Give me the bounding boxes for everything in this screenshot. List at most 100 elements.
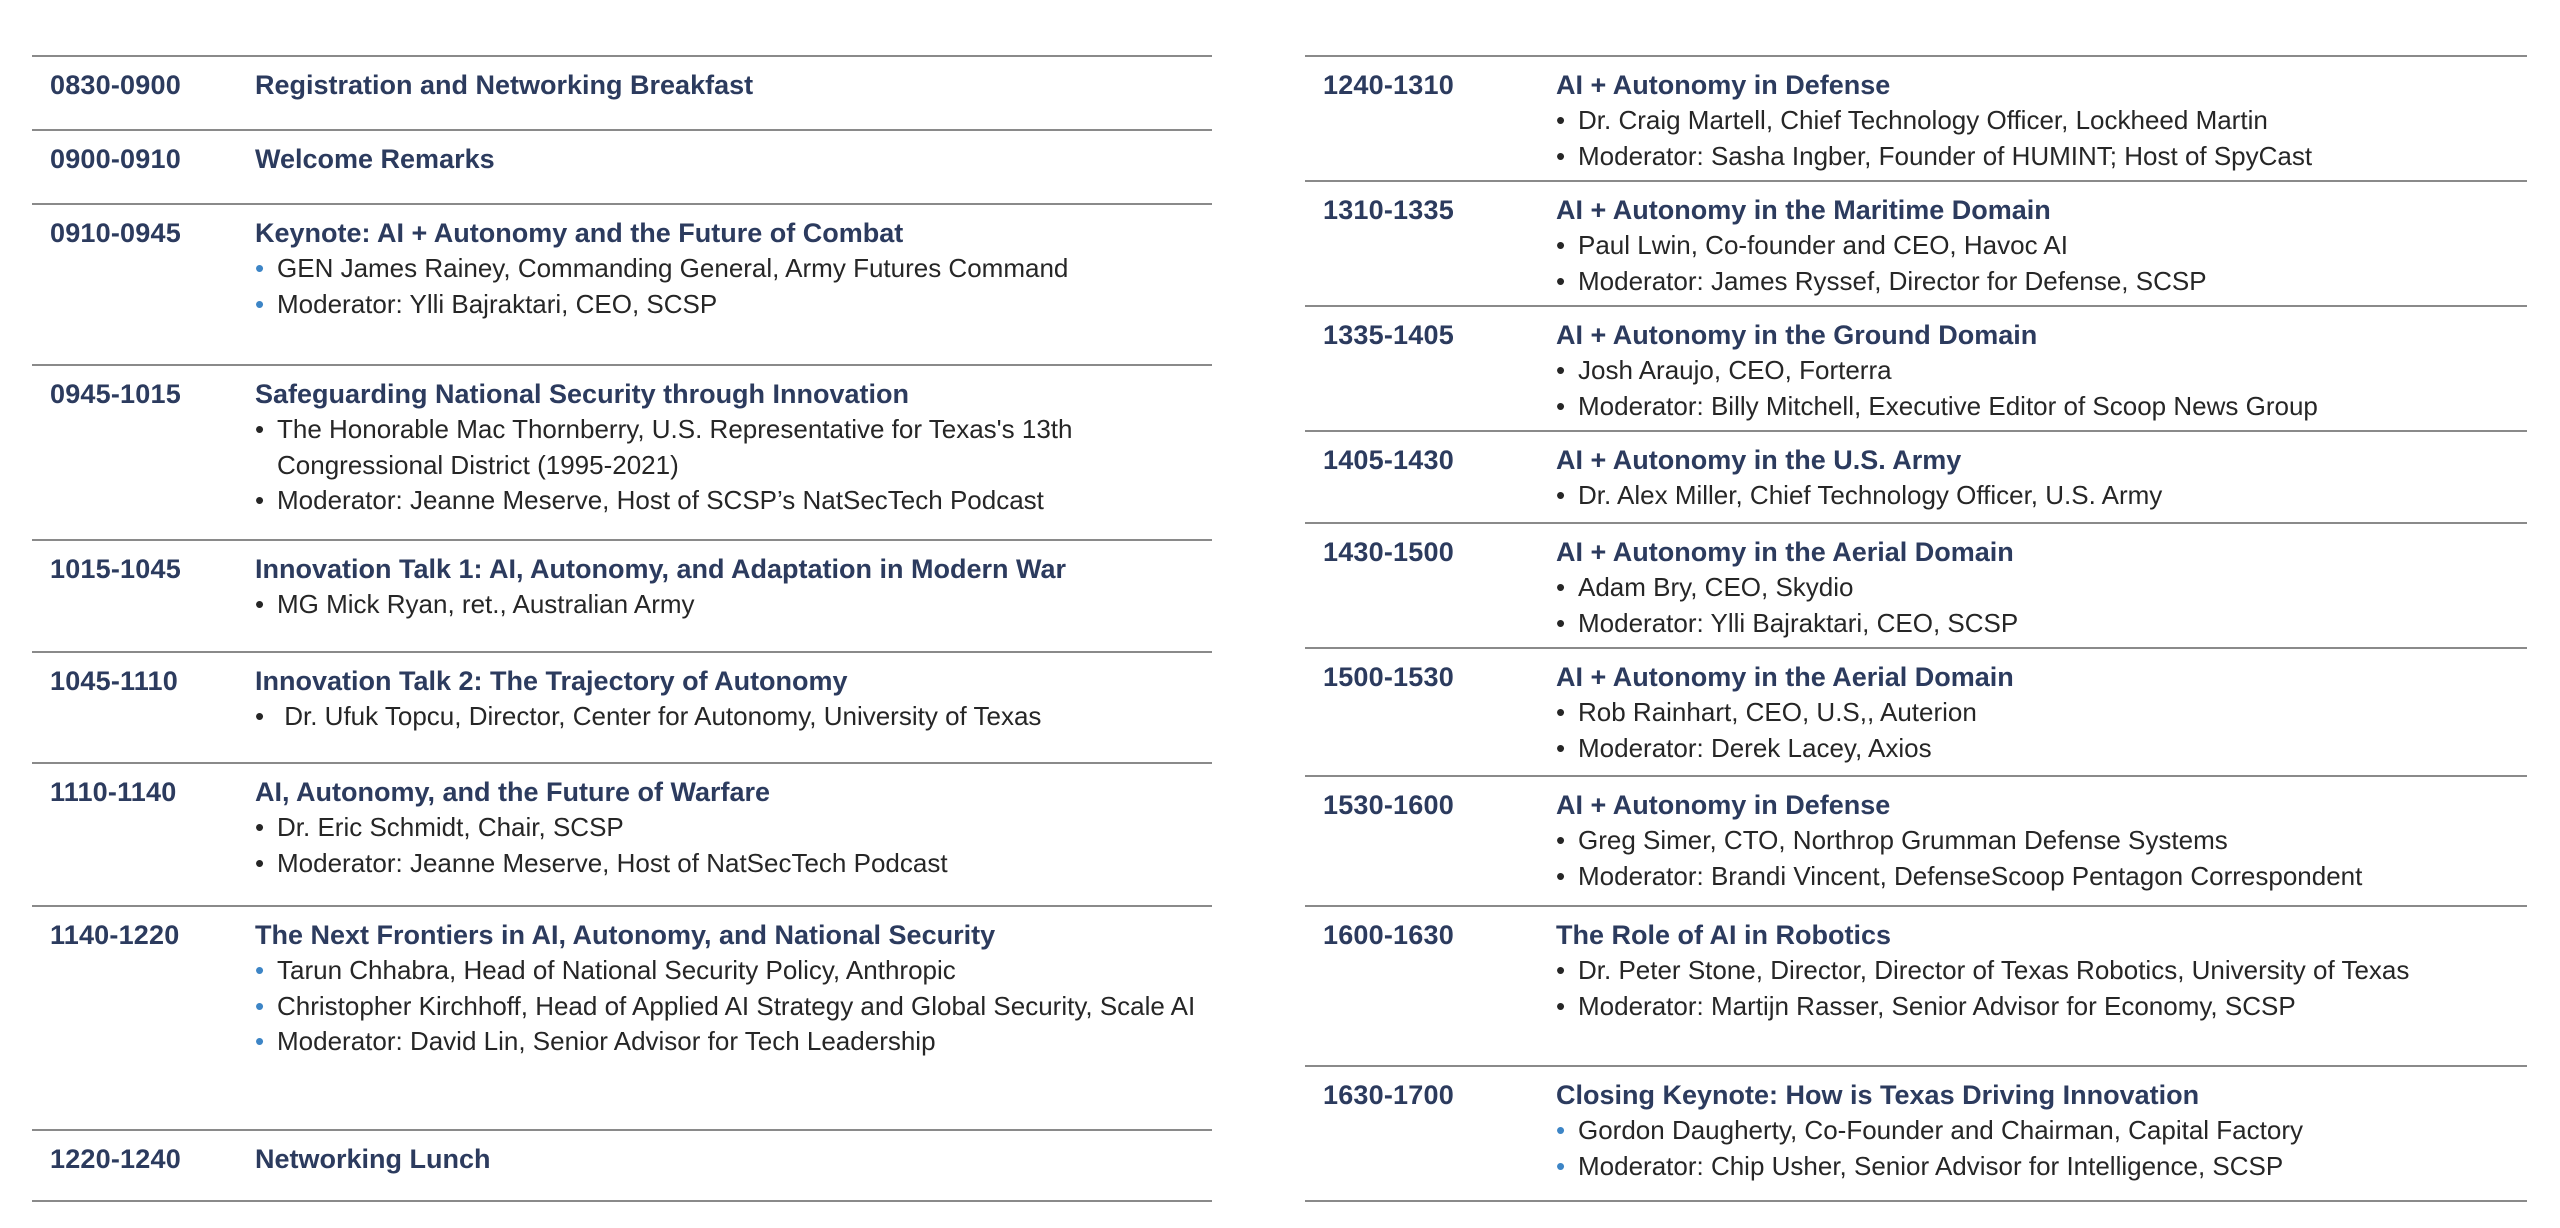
session-time: 0900-0910 — [50, 144, 181, 174]
agenda-session: 1405-1430 AI + Autonomy in the U.S. Army •… — [1305, 430, 2527, 522]
agenda-session: 0830-0900 Registration and Networking Bre… — [32, 55, 1212, 129]
session-time: 1405-1430 — [1323, 445, 1454, 475]
session-time: 0945-1015 — [50, 379, 181, 409]
bullet-icon: • — [255, 253, 265, 283]
speaker-list: • Dr. Eric Schmidt, Chair, SCSP • Moderator… — [255, 810, 1212, 881]
session-time: 1140-1220 — [50, 920, 180, 950]
speaker-text: Gordon Daugherty, Co-Founder and Chairma… — [1578, 1115, 2303, 1145]
speaker-item: • Moderator: Martijn Rasser, Senior Advis… — [1556, 989, 2527, 1025]
speaker-item: • Dr. Alex Miller, Chief Technology Offic… — [1556, 478, 2527, 514]
speaker-text: Moderator: Ylli Bajraktari, CEO, SCSP — [1578, 607, 2019, 638]
agenda-session: 1110-1140 AI, Autonomy, and the Future of… — [32, 762, 1212, 905]
bullet-icon: • — [255, 701, 265, 731]
session-time: 0830-0900 — [50, 70, 181, 100]
speaker-list: • Dr. Ufuk Topcu, Director, Center for A… — [255, 699, 1212, 735]
speaker-list: • Greg Simer, CTO, Northrop Grumman Defen… — [1556, 823, 2527, 894]
bullet-icon: • — [1556, 860, 1566, 891]
session-time: 1500-1530 — [1323, 662, 1454, 692]
session-title: Innovation Talk 2: The Trajectory of Aut… — [255, 666, 848, 696]
session-title: Innovation Talk 1: AI, Autonomy, and Ada… — [255, 554, 1066, 584]
session-time: 1240-1310 — [1323, 70, 1454, 100]
agenda-session: 1600-1630 The Role of AI in Robotics • Dr. … — [1305, 905, 2527, 1065]
agenda-session: 1220-1240 Networking Lunch — [32, 1129, 1212, 1202]
session-time: 1600-1630 — [1323, 920, 1454, 950]
speaker-list: • Dr. Peter Stone, Director, Director of … — [1556, 953, 2527, 1024]
speaker-text: Moderator: Derek Lacey, Axios — [1578, 732, 1932, 763]
speaker-item: • Moderator: Jeanne Meserve, Host of SCSP… — [255, 483, 1212, 519]
session-title: Safeguarding National Security through I… — [255, 379, 910, 409]
session-content: Safeguarding National Security through I… — [255, 366, 1212, 539]
speaker-list: • MG Mick Ryan, ret., Australian Army — [255, 587, 1212, 623]
speaker-item: • Dr. Craig Martell, Chief Technology Off… — [1556, 103, 2527, 139]
speaker-text: Moderator: Jeanne Meserve, Host of SCSP’… — [277, 485, 1044, 515]
speaker-text: Moderator: Martijn Rasser, Senior Adviso… — [1578, 990, 2296, 1021]
speaker-list: • Dr. Craig Martell, Chief Technology Off… — [1556, 103, 2527, 174]
bullet-icon: • — [1556, 480, 1566, 510]
bullet-icon: • — [1556, 230, 1566, 260]
speaker-item: • Moderator: Derek Lacey, Axios — [1556, 731, 2527, 767]
speaker-text: Moderator: Brandi Vincent, DefenseScoop … — [1578, 860, 2363, 891]
agenda-session: 1140-1220 The Next Frontiers in AI, Auton… — [32, 905, 1212, 1129]
bullet-icon: • — [255, 485, 265, 515]
session-content: Networking Lunch — [255, 1131, 1212, 1200]
bullet-icon: • — [255, 847, 265, 878]
session-time: 1335-1405 — [1323, 320, 1454, 350]
speaker-text: Moderator: Chip Usher, Senior Advisor fo… — [1578, 1150, 2284, 1181]
speaker-text: Dr. Eric Schmidt, Chair, SCSP — [277, 812, 624, 842]
bullet-icon: • — [1556, 990, 1566, 1021]
speaker-item: • Moderator: Billy Mitchell, Executive Ed… — [1556, 389, 2527, 425]
session-time: 0910-0945 — [50, 218, 181, 248]
session-title: AI + Autonomy in the Ground Domain — [1556, 320, 2038, 350]
agenda-session: 0900-0910 Welcome Remarks — [32, 129, 1212, 203]
session-title: AI + Autonomy in the Maritime Domain — [1556, 195, 2051, 225]
session-content: Innovation Talk 2: The Trajectory of Aut… — [255, 653, 1212, 762]
agenda-session: 1045-1110 Innovation Talk 2: The Trajecto… — [32, 651, 1212, 762]
speaker-item: • Tarun Chhabra, Head of National Securit… — [255, 953, 1212, 989]
session-content: AI + Autonomy in the Aerial Domain • Adam … — [1556, 524, 2527, 647]
speaker-list: • Adam Bry, CEO, Skydio • Moderator: Ylli B… — [1556, 570, 2527, 641]
session-title: The Next Frontiers in AI, Autonomy, and … — [255, 920, 996, 950]
speaker-item: • Paul Lwin, Co-founder and CEO, Havoc AI — [1556, 228, 2527, 264]
speaker-text: Moderator: Billy Mitchell, Executive Edi… — [1578, 390, 2318, 421]
speaker-item: • Moderator: James Ryssef, Director for D… — [1556, 264, 2527, 300]
speaker-item: • Moderator: Ylli Bajraktari, CEO, SCSP — [255, 287, 1212, 323]
bullet-icon: • — [1556, 697, 1566, 727]
speaker-text: Christopher Kirchhoff, Head of Applied A… — [277, 990, 1196, 1021]
speaker-text: Adam Bry, CEO, Skydio — [1578, 572, 1854, 602]
session-time: 1220-1240 — [50, 1144, 181, 1174]
session-title: AI + Autonomy in the Aerial Domain — [1556, 537, 2014, 567]
session-content: The Role of AI in Robotics • Dr. Peter Sto… — [1556, 907, 2527, 1065]
speaker-text: Tarun Chhabra, Head of National Security… — [277, 955, 956, 985]
agenda-session: 1310-1335 AI + Autonomy in the Maritime D… — [1305, 180, 2527, 305]
bullet-icon: • — [1556, 1150, 1566, 1181]
speaker-item: • Moderator: Jeanne Meserve, Host of NatS… — [255, 846, 1212, 882]
bullet-icon: • — [255, 1026, 265, 1056]
bullet-icon: • — [1556, 140, 1566, 171]
speaker-text: Dr. Ufuk Topcu, Director, Center for Aut… — [277, 701, 1042, 731]
session-title: AI + Autonomy in the U.S. Army — [1556, 445, 1962, 475]
speaker-text: Moderator: David Lin, Senior Advisor for… — [277, 1026, 936, 1056]
session-content: Innovation Talk 1: AI, Autonomy, and Ada… — [255, 541, 1212, 651]
session-time: 1310-1335 — [1323, 195, 1454, 225]
session-time: 1430-1500 — [1323, 537, 1454, 567]
speaker-list: • Josh Araujo, CEO, Forterra • Moderator: B… — [1556, 353, 2527, 424]
bullet-icon: • — [255, 589, 265, 619]
session-title: Welcome Remarks — [255, 144, 495, 174]
session-title: Closing Keynote: How is Texas Driving In… — [1556, 1080, 2200, 1110]
speaker-item: • Moderator: Chip Usher, Senior Advisor f… — [1556, 1149, 2527, 1185]
bullet-icon: • — [255, 288, 265, 319]
speaker-item: • Gordon Daugherty, Co-Founder and Chairm… — [1556, 1113, 2527, 1149]
agenda-session: 1530-1600 AI + Autonomy in Defense • Greg S… — [1305, 775, 2527, 905]
speaker-text: GEN James Rainey, Commanding General, Ar… — [277, 253, 1069, 283]
speaker-text: Moderator: Jeanne Meserve, Host of NatSe… — [277, 847, 948, 878]
speaker-list: • Tarun Chhabra, Head of National Securit… — [255, 953, 1212, 1060]
speaker-item: • Christopher Kirchhoff, Head of Applied … — [255, 989, 1212, 1025]
speaker-list: • GEN James Rainey, Commanding General, A… — [255, 251, 1212, 322]
speaker-text: Paul Lwin, Co-founder and CEO, Havoc AI — [1578, 230, 2068, 260]
agenda-session: 1015-1045 Innovation Talk 1: AI, Autonomy… — [32, 539, 1212, 651]
agenda-session: 1430-1500 AI + Autonomy in the Aerial Dom… — [1305, 522, 2527, 647]
speaker-list: • Gordon Daugherty, Co-Founder and Chairm… — [1556, 1113, 2527, 1184]
agenda-session: 1240-1310 AI + Autonomy in Defense • Dr. Cr… — [1305, 55, 2527, 180]
agenda-session: 1500-1530 AI + Autonomy in the Aerial Dom… — [1305, 647, 2527, 775]
speaker-item: • Moderator: Brandi Vincent, DefenseScoop… — [1556, 859, 2527, 895]
